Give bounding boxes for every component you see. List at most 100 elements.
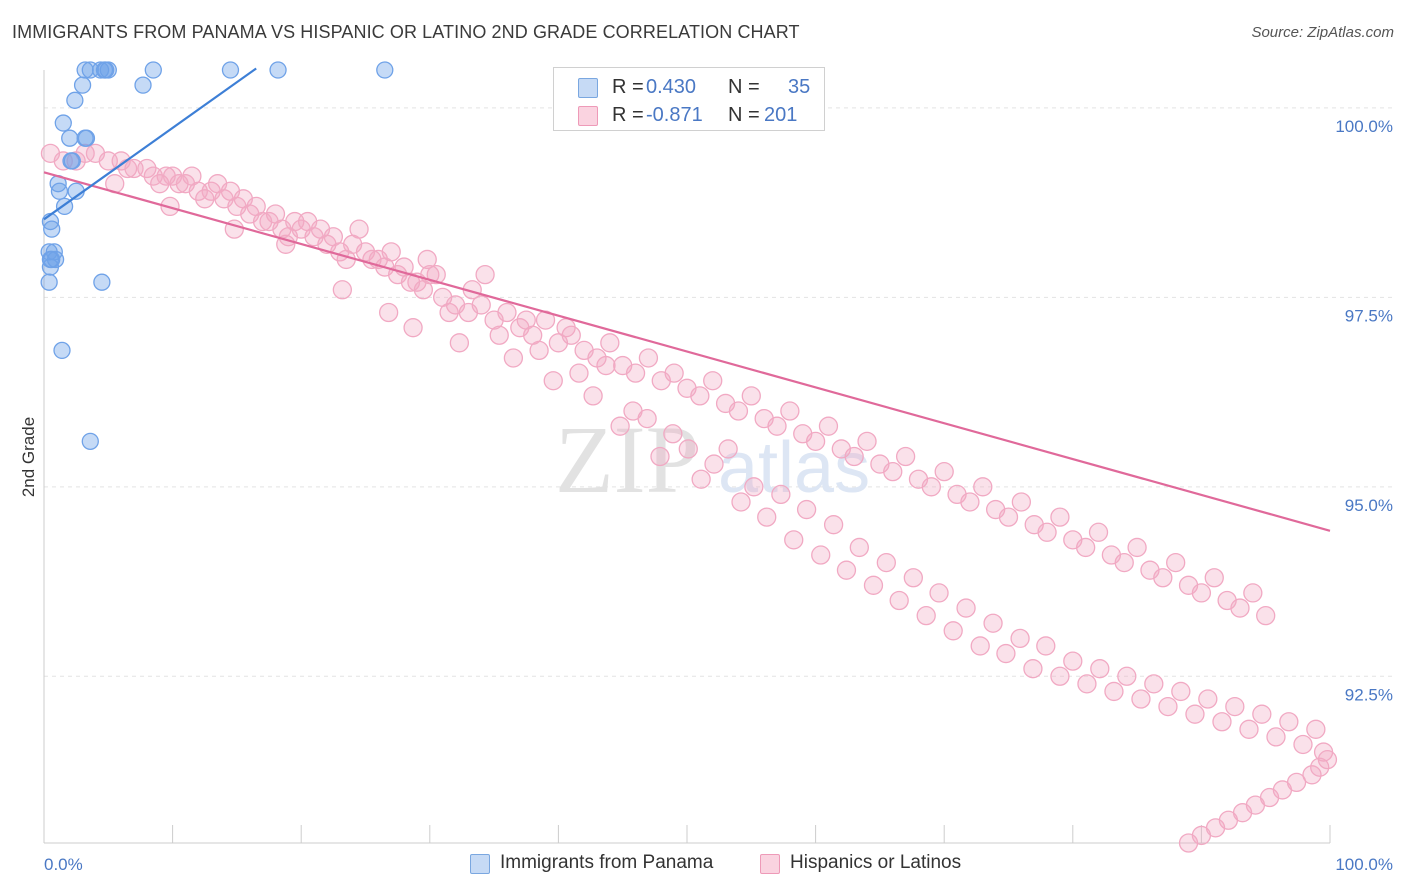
hispanics-point-75 (703, 371, 723, 391)
legend-n-label: N = (728, 104, 760, 126)
hispanics-point-104 (1076, 537, 1096, 558)
hispanics-point-172 (1023, 659, 1043, 679)
hispanics-point-117 (1243, 583, 1263, 603)
x-ticks (172, 825, 1331, 843)
legend-label-panama: Immigrants from Panama (500, 852, 714, 873)
legend-n-value: 35 (788, 76, 811, 98)
hispanics-point-135 (529, 340, 549, 361)
hispanics-point-140 (596, 355, 616, 376)
panama-point-13 (54, 114, 72, 132)
hispanics-point-178 (1104, 681, 1124, 702)
hispanics-point-122 (276, 234, 296, 254)
hispanics-point-129 (449, 333, 470, 353)
y-axis-label: 2nd Grade (19, 417, 38, 497)
panama-point-24 (43, 220, 61, 238)
hispanics-point-149 (718, 439, 738, 459)
watermark: ZIP atlas (555, 406, 870, 513)
panama-point-7 (221, 61, 240, 79)
hispanics-point-163 (903, 568, 923, 588)
legend-swatch-hispanics (578, 106, 598, 126)
hispanics-point-83 (805, 431, 826, 451)
hispanics-trend-line (43, 171, 1331, 532)
hispanics-point-105 (1088, 522, 1109, 542)
hispanics-point-136 (543, 371, 563, 391)
panama-point-11 (134, 76, 152, 94)
legend-swatch-panama (470, 854, 490, 874)
panama-point-15 (61, 129, 79, 147)
hispanics-point-161 (876, 552, 896, 573)
hispanics-point-99 (1011, 492, 1032, 512)
hispanics-point-148 (704, 454, 724, 474)
hispanics-point-101 (1037, 522, 1057, 542)
chart-title: IMMIGRANTS FROM PANAMA VS HISPANIC OR LA… (12, 22, 800, 42)
hispanics-point-77 (728, 401, 749, 421)
hispanics-point-164 (916, 605, 936, 626)
hispanics-point-57 (471, 295, 491, 315)
hispanics-point-155 (796, 499, 817, 520)
legend-swatch-hispanics (760, 854, 780, 874)
hispanics-point-175 (1063, 651, 1083, 671)
hispanics-point-171 (1010, 628, 1030, 649)
hispanics-point-116 (1230, 598, 1250, 618)
hispanics-point-84 (818, 416, 839, 436)
hispanics-point-114 (1204, 568, 1224, 588)
panama-point-9 (376, 61, 394, 79)
hispanics-point-95 (960, 492, 980, 512)
legend-n-label: N = (728, 76, 760, 98)
hispanics-point-185 (1198, 689, 1218, 709)
hispanics-point-169 (983, 613, 1003, 633)
hispanics-point-152 (757, 507, 777, 527)
panama-point-6 (144, 61, 162, 79)
hispanics-point-153 (771, 484, 791, 505)
y-tick-labels: 100.0% 97.5% 95.0% 92.5% (1335, 117, 1393, 704)
hispanics-point-187 (1225, 696, 1245, 717)
hispanics-point-137 (556, 318, 576, 338)
hispanics-point-78 (741, 386, 761, 406)
hispanics-point-192 (1293, 734, 1313, 755)
hispanics-point-154 (784, 530, 804, 550)
hispanics-point-102 (1050, 507, 1070, 527)
y-tick-label-2: 95.0% (1345, 496, 1393, 515)
hispanics-point-181 (1144, 674, 1164, 694)
x-tick-label-left: 0.0% (44, 855, 83, 874)
hispanics-point-166 (943, 621, 963, 641)
hispanics-point-179 (1117, 666, 1137, 686)
hispanics-point-18 (195, 189, 215, 209)
hispanics-point-92 (921, 477, 941, 497)
panama-point-12 (66, 91, 84, 109)
legend-r-value: -0.871 (646, 104, 703, 126)
hispanics-point-128 (439, 302, 459, 323)
hispanics-point-190 (1266, 727, 1286, 747)
hispanics-point-125 (403, 318, 423, 338)
hispanics-point-182 (1158, 696, 1178, 717)
hispanics-point-165 (929, 583, 949, 603)
hispanics-point-206 (1178, 833, 1199, 853)
y-tick-label-0: 100.0% (1335, 117, 1393, 136)
panama-trend-line (43, 67, 257, 221)
legend-row-hispanics: R = -0.871 N = 201 (554, 100, 824, 130)
hispanics-point-126 (417, 249, 437, 270)
hispanics-point-197 (1302, 765, 1322, 785)
hispanics-point-158 (836, 560, 857, 580)
hispanics-point-113 (1191, 583, 1212, 603)
hispanics-point-146 (678, 439, 698, 459)
legend-r-label: R = (612, 104, 644, 126)
hispanics-point-89 (883, 462, 903, 482)
hispanics-point-127 (426, 264, 446, 285)
trend-lines (43, 67, 1331, 532)
watermark-zip: ZIP (555, 406, 699, 513)
hispanics-point-59 (497, 302, 517, 323)
series-panama-points (40, 61, 394, 450)
panama-point-8 (269, 61, 287, 79)
panama-point-34 (81, 432, 99, 450)
panama-point-31 (40, 273, 58, 291)
panama-point-33 (53, 341, 71, 360)
source-label: Source: ZipAtlas.com (1251, 24, 1394, 41)
hispanics-point-156 (811, 545, 831, 565)
hispanics-point-143 (637, 408, 657, 429)
hispanics-point-98 (998, 507, 1019, 527)
hispanics-point-42 (349, 219, 369, 239)
hispanics-point-47 (381, 242, 401, 262)
hispanics-point-193 (1306, 719, 1326, 739)
legend-row-panama: R = 0.430 N = 35 (554, 72, 824, 102)
